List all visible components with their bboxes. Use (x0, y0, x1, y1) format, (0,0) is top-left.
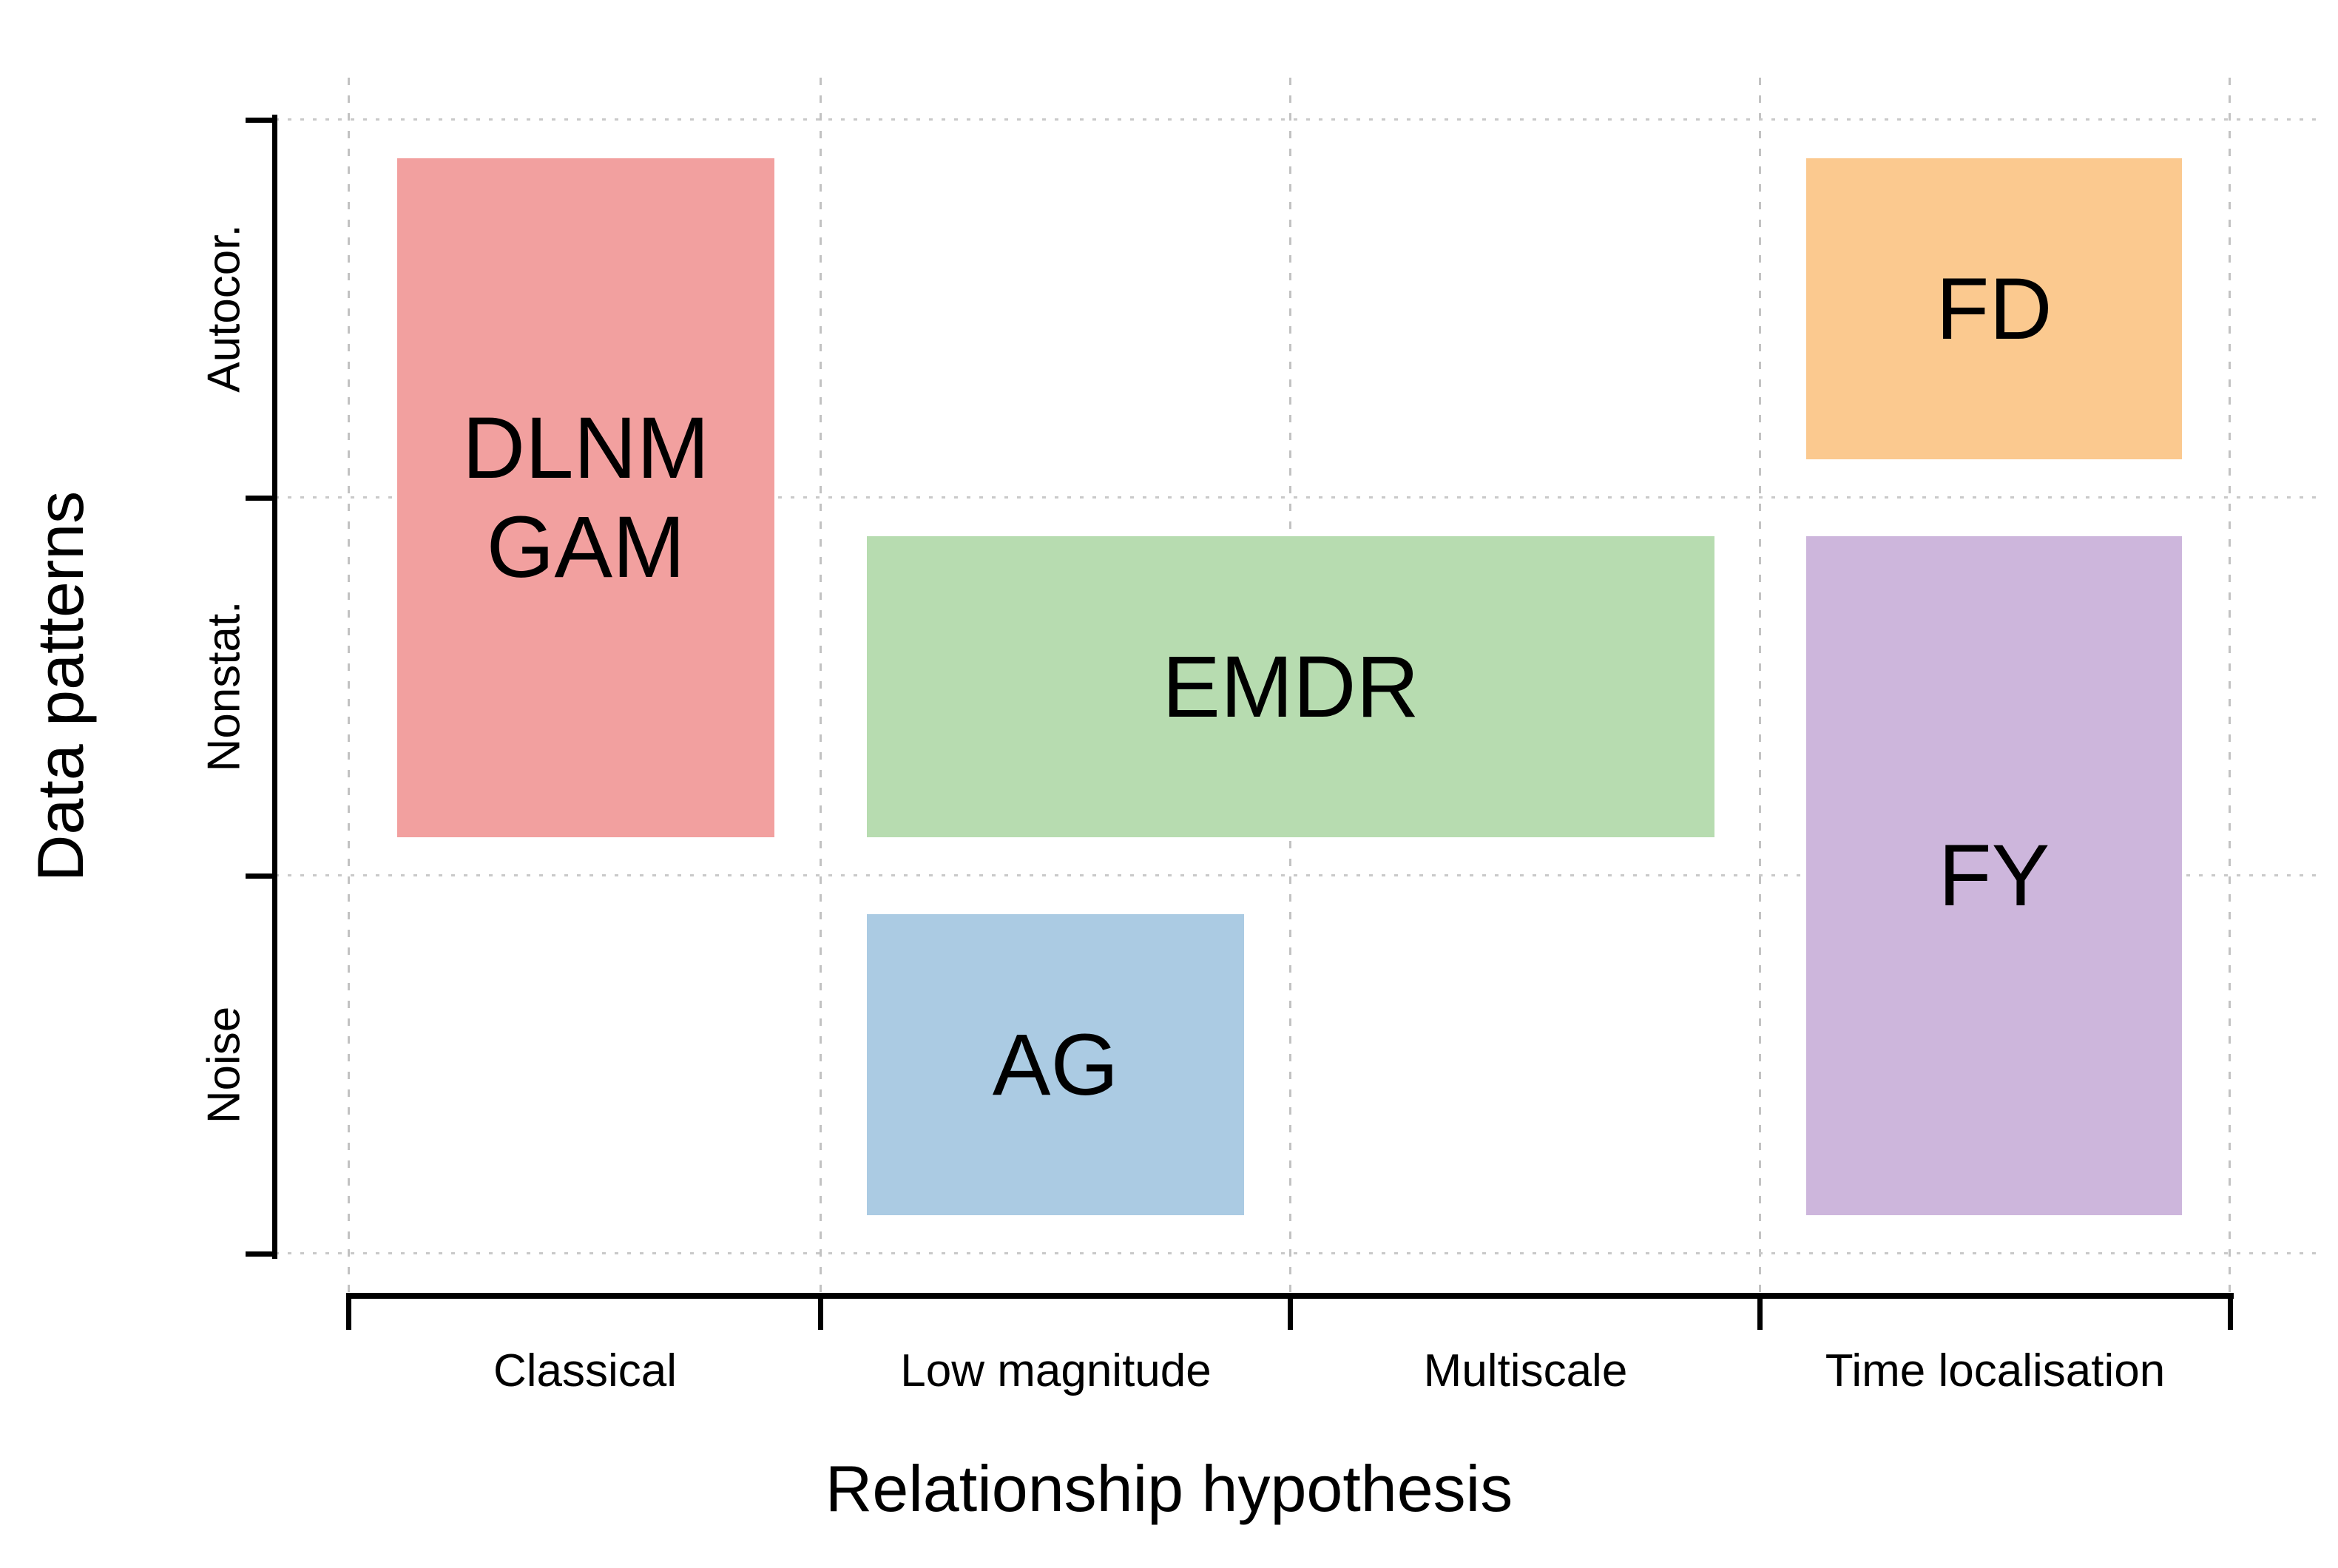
x-tick-label-low-magnitude: Low magnitude (900, 1345, 1212, 1396)
horizontal-gridline (275, 874, 2322, 876)
y-tick-label-autocor: Autocor. (198, 224, 250, 393)
x-axis-title: Relationship hypothesis (825, 1452, 1513, 1525)
y-tick-label-noise: Noise (198, 1006, 250, 1124)
box-label-dlnm-gam: DLNM GAM (462, 399, 710, 596)
x-axis-tick (818, 1293, 823, 1330)
y-tick-label-nonstat: Nonstat. (198, 601, 250, 772)
y-axis-tick (246, 873, 273, 879)
x-axis-tick (2228, 1293, 2233, 1330)
y-axis-tick (246, 118, 273, 123)
box-dlnm-gam: DLNM GAM (397, 158, 774, 837)
horizontal-gridline (275, 1252, 2322, 1254)
box-label-ag: AG (992, 1016, 1119, 1114)
x-tick-label-classical: Classical (493, 1345, 678, 1396)
vertical-gridline (820, 78, 822, 1294)
box-emdr: EMDR (867, 536, 1714, 837)
x-tick-label-time-localisation: Time localisation (1825, 1345, 2166, 1396)
box-fd: FD (1806, 158, 2182, 459)
x-tick-label-multiscale: Multiscale (1423, 1345, 1628, 1396)
box-fy: FY (1806, 536, 2182, 1215)
x-axis-tick (1757, 1293, 1763, 1330)
box-label-emdr: EMDR (1162, 638, 1419, 736)
y-axis-tick (246, 1251, 273, 1257)
box-label-fy: FY (1938, 827, 2050, 925)
x-axis-tick (346, 1293, 351, 1330)
vertical-gridline (2229, 78, 2231, 1294)
vertical-gridline (1759, 78, 1761, 1294)
vertical-gridline (348, 78, 350, 1294)
box-ag: AG (867, 914, 1244, 1215)
horizontal-gridline (275, 118, 2322, 121)
y-axis-tick (246, 496, 273, 501)
box-label-fd: FD (1936, 260, 2052, 358)
x-axis-tick (1288, 1293, 1293, 1330)
horizontal-gridline (275, 496, 2322, 499)
y-axis-line (272, 115, 277, 1259)
y-axis-title: Data patterns (24, 490, 97, 882)
